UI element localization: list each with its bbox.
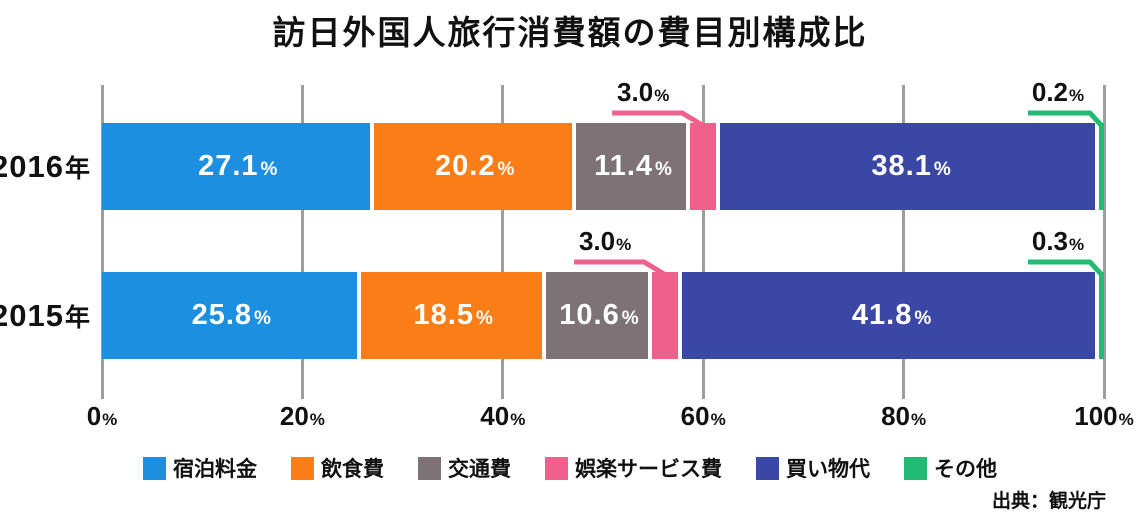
legend-swatch [143,456,166,480]
segment-value-label: 20.2% [435,150,515,182]
segment-value-label: 38.1% [871,150,951,182]
legend-label: 飲食費 [321,458,384,481]
bar-segment [575,123,691,210]
segment-value-label: 18.5% [413,299,493,331]
segment-separator [716,123,721,210]
legend-item: 交通費 [418,453,511,483]
segment-separator [571,123,576,210]
segment-separator [541,272,546,359]
segment-separator [1095,272,1099,359]
x-tick-label: 80% [881,401,927,431]
callout-label: 3.0% [578,226,632,256]
gridline [1102,85,1106,399]
gridline [501,85,505,399]
gridline [100,85,104,399]
bar-segment [652,272,683,359]
bar-segment [1099,123,1104,210]
segment-separator [686,123,691,210]
callout-label: 3.0% [617,77,670,107]
bar-segment [102,272,361,359]
segment-separator [369,123,374,210]
legend-swatch [418,456,441,480]
legend-swatch [756,456,779,480]
legend-item: 買い物代 [756,453,870,483]
x-tick-label: 0% [86,401,118,431]
bar-segment [102,123,374,210]
segment-value-label: 41.8% [851,299,932,331]
segment-value-label: 10.6% [559,299,639,331]
legend-item: その他 [904,453,997,483]
legend-swatch [291,456,314,480]
year-label: 2016年 [0,148,90,184]
bar-segment [720,123,1102,210]
bar-segment [545,272,653,359]
x-tick-label: 60% [680,401,726,431]
gridline [902,85,906,399]
legend: 宿泊料金 飲食費 交通費 娯楽サービス費 買い物代 その他 [0,453,1140,483]
segment-separator [678,272,683,359]
gridline [701,85,705,399]
callout-label: 0.2% [1031,77,1085,107]
source-note: 出典：観光庁 [991,491,1106,512]
segment-separator [356,272,361,359]
callout-label: 0.3% [1031,226,1085,256]
x-tick-label: 40% [480,401,526,431]
gridline [300,85,304,399]
bar-segment [373,123,576,210]
legend-label: その他 [934,458,997,481]
legend-swatch [904,456,927,480]
bar-segment [690,123,721,210]
legend-label: 娯楽サービス費 [575,458,722,481]
legend-item: 娯楽サービス費 [545,453,722,483]
legend-swatch [545,456,568,480]
segment-value-label: 27.1% [198,150,278,182]
chart-title: 訪日外国人旅行消費額の費目別構成比 [272,14,868,51]
x-tick-label: 100% [1074,401,1134,431]
legend-label: 交通費 [448,458,511,481]
legend-item: 宿泊料金 [143,453,257,483]
segment-value-label: 11.4% [594,150,672,182]
bar-segment [682,272,1101,359]
bar-segment [360,272,546,359]
year-label: 2015年 [0,297,90,333]
x-tick-label: 20% [279,401,325,431]
legend-item: 飲食費 [291,453,384,483]
segment-value-label: 25.8% [191,299,271,331]
legend-label: 買い物代 [786,458,870,481]
segment-separator [648,272,653,359]
segment-separator [1095,123,1099,210]
bar-segment [1099,272,1104,359]
legend-label: 宿泊料金 [173,458,257,481]
